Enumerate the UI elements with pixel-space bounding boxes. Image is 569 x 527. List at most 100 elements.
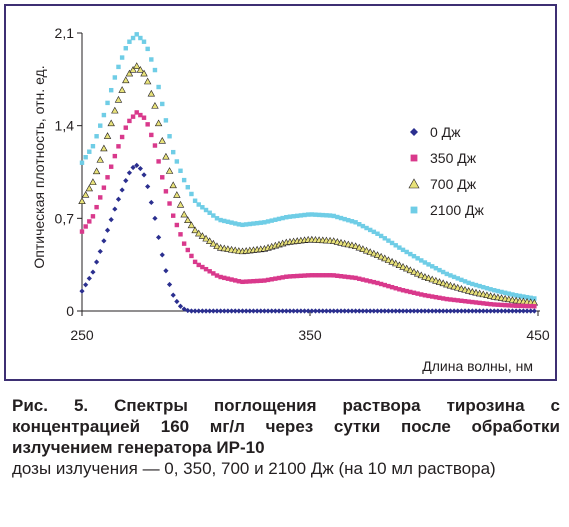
data-point bbox=[506, 308, 512, 314]
data-point bbox=[192, 259, 198, 265]
data-point bbox=[309, 212, 315, 217]
data-point bbox=[367, 308, 373, 314]
data-point bbox=[137, 165, 143, 172]
data-point bbox=[437, 295, 442, 301]
data-point bbox=[123, 178, 129, 184]
data-point bbox=[233, 221, 238, 226]
data-point bbox=[283, 308, 289, 314]
data-point bbox=[213, 242, 221, 250]
data-point bbox=[280, 275, 285, 280]
data-point bbox=[222, 218, 227, 224]
data-point bbox=[435, 278, 444, 285]
data-point bbox=[98, 195, 103, 200]
data-point bbox=[528, 308, 534, 314]
data-point bbox=[459, 298, 464, 303]
data-point bbox=[165, 167, 174, 174]
data-point bbox=[290, 308, 297, 314]
series-3 bbox=[79, 32, 537, 301]
data-point bbox=[320, 308, 326, 314]
data-point bbox=[455, 276, 460, 281]
data-point bbox=[524, 303, 530, 309]
data-point bbox=[273, 276, 278, 281]
data-point bbox=[108, 164, 114, 169]
data-point bbox=[258, 278, 263, 283]
data-point bbox=[126, 170, 133, 176]
data-point bbox=[174, 159, 180, 164]
data-point bbox=[167, 134, 172, 139]
series-0 bbox=[79, 162, 537, 314]
data-point bbox=[469, 308, 475, 314]
data-point bbox=[477, 300, 482, 306]
data-point bbox=[338, 308, 344, 314]
data-point bbox=[402, 264, 411, 272]
data-point bbox=[136, 65, 145, 73]
data-point bbox=[440, 308, 446, 314]
data-point bbox=[122, 76, 130, 84]
data-point bbox=[404, 288, 409, 294]
data-point bbox=[521, 294, 526, 299]
data-point bbox=[221, 308, 227, 314]
data-point bbox=[251, 221, 256, 226]
data-point bbox=[214, 273, 220, 278]
data-point bbox=[111, 106, 119, 114]
data-point bbox=[211, 213, 216, 218]
data-point bbox=[373, 251, 382, 258]
figure-frame bbox=[4, 4, 557, 381]
data-point bbox=[209, 239, 218, 247]
data-point bbox=[203, 207, 209, 213]
data-point bbox=[411, 308, 417, 314]
data-point bbox=[509, 308, 516, 314]
data-point bbox=[462, 279, 468, 284]
data-point bbox=[353, 308, 359, 314]
data-point bbox=[498, 308, 505, 314]
data-point bbox=[425, 308, 432, 314]
data-point bbox=[189, 191, 194, 197]
data-point bbox=[141, 115, 147, 120]
data-point bbox=[191, 226, 199, 234]
data-point bbox=[429, 294, 435, 299]
data-point bbox=[81, 190, 90, 198]
y-axis-title-group: Оптическая плотность, отн. ед. bbox=[31, 65, 47, 268]
data-point bbox=[261, 308, 267, 314]
data-point bbox=[78, 197, 86, 204]
data-point bbox=[158, 136, 166, 144]
data-point bbox=[196, 262, 201, 268]
data-point bbox=[123, 46, 128, 51]
data-point bbox=[141, 172, 147, 178]
data-point bbox=[243, 222, 249, 227]
data-point bbox=[488, 287, 493, 292]
data-point bbox=[228, 308, 235, 314]
data-point bbox=[145, 46, 150, 52]
legend-label: 2100 Дж bbox=[430, 202, 485, 218]
data-point bbox=[302, 212, 307, 218]
data-point bbox=[247, 308, 253, 314]
data-point bbox=[240, 279, 245, 285]
data-point bbox=[480, 308, 486, 314]
data-point bbox=[174, 222, 180, 228]
data-point bbox=[444, 308, 450, 314]
data-point bbox=[324, 273, 329, 278]
data-point bbox=[335, 214, 340, 220]
data-point bbox=[513, 293, 519, 298]
data-point bbox=[422, 293, 428, 298]
data-point bbox=[397, 245, 402, 250]
data-point bbox=[342, 308, 348, 314]
data-point bbox=[404, 249, 409, 255]
data-point bbox=[366, 248, 374, 255]
legend-label: 0 Дж bbox=[430, 124, 461, 140]
data-point bbox=[240, 222, 245, 228]
data-point bbox=[129, 65, 137, 73]
data-point bbox=[180, 210, 188, 218]
data-point bbox=[477, 308, 483, 314]
data-point bbox=[532, 296, 537, 301]
data-point bbox=[524, 308, 530, 314]
data-point bbox=[276, 216, 282, 222]
data-point bbox=[101, 185, 107, 190]
data-point bbox=[284, 274, 289, 279]
data-point bbox=[488, 301, 493, 307]
data-point bbox=[112, 206, 118, 212]
data-point bbox=[429, 308, 435, 314]
data-point bbox=[367, 279, 373, 284]
data-point bbox=[359, 245, 367, 252]
data-point bbox=[116, 64, 121, 70]
